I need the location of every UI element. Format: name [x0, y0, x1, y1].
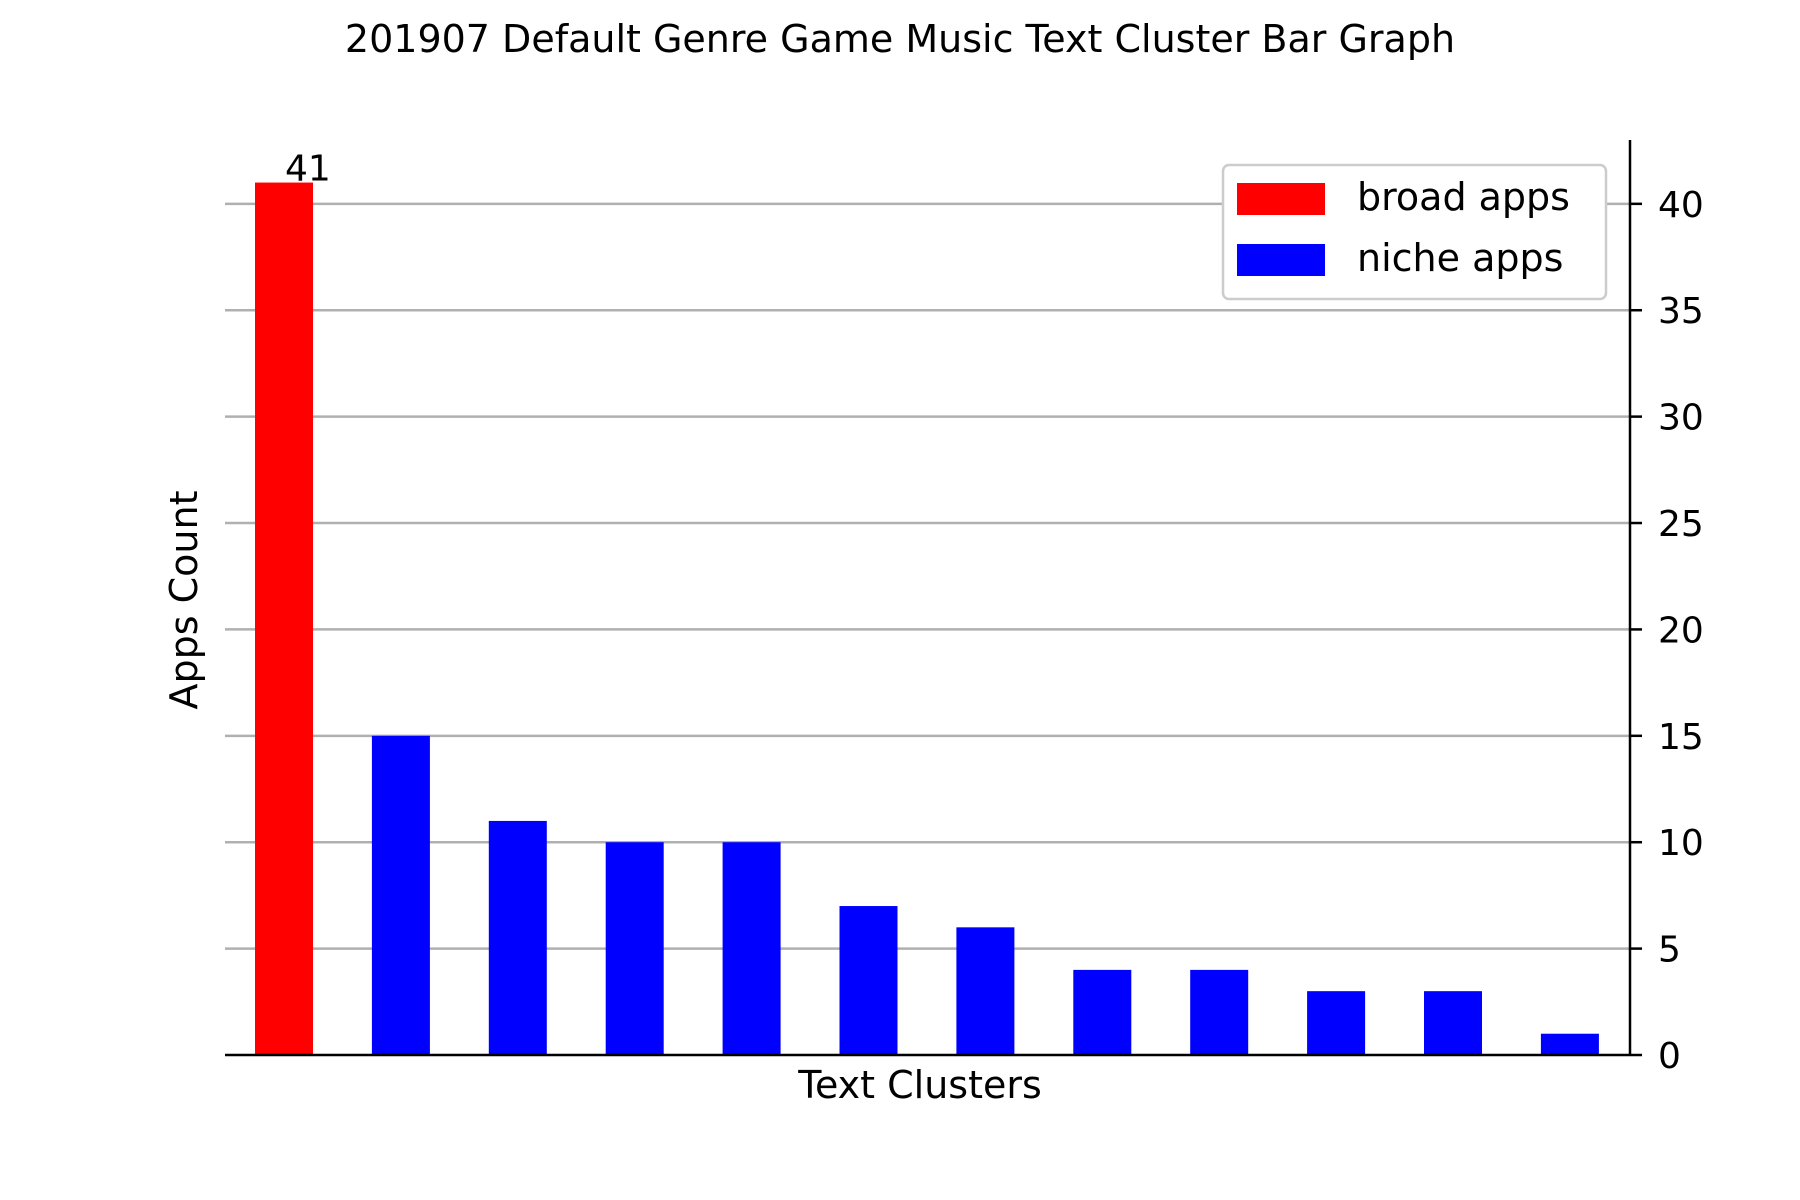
- bar-11: [1540, 1033, 1599, 1055]
- legend-label-niche: niche apps: [1357, 236, 1563, 280]
- y-tick-label-25: 25: [1658, 504, 1704, 545]
- y-tick-label-5: 5: [1658, 930, 1681, 971]
- y-tick-label-10: 10: [1658, 823, 1704, 864]
- y-tick-label-15: 15: [1658, 717, 1704, 758]
- x-axis-label: Text Clusters: [797, 1063, 1042, 1107]
- bar-1: [371, 735, 430, 1055]
- bar-9: [1307, 991, 1366, 1055]
- bar-4: [722, 842, 781, 1055]
- y-tick-label-20: 20: [1658, 610, 1704, 651]
- legend-label-broad: broad apps: [1357, 175, 1570, 219]
- data-label-0: 41: [285, 149, 331, 190]
- y-tick-label-0: 0: [1658, 1036, 1681, 1077]
- y-axis-label: Apps Count: [162, 491, 206, 710]
- y-tick-label-35: 35: [1658, 291, 1704, 332]
- y-tick-label-40: 40: [1658, 185, 1704, 226]
- axes: [225, 140, 1632, 1057]
- bar-5: [839, 906, 898, 1055]
- y-ticks: 0 5 10 15 20 25 30 35 40: [1630, 185, 1704, 1077]
- y-tick-label-30: 30: [1658, 398, 1704, 439]
- legend-swatch-niche: [1237, 244, 1325, 276]
- legend-swatch-broad: [1237, 183, 1325, 215]
- chart-title: 201907 Default Genre Game Music Text Clu…: [345, 17, 1455, 61]
- grid-lines: [225, 202, 1630, 950]
- bar-6: [956, 927, 1015, 1055]
- bar-2: [488, 820, 547, 1055]
- bar-7: [1073, 969, 1132, 1055]
- bar-8: [1190, 969, 1249, 1055]
- data-labels: 41: [285, 149, 331, 190]
- bar-3: [605, 842, 664, 1055]
- legend: broad apps niche apps: [1221, 163, 1608, 301]
- bar-0: [255, 182, 313, 1056]
- bar-10: [1424, 991, 1482, 1055]
- bars: [255, 182, 1599, 1056]
